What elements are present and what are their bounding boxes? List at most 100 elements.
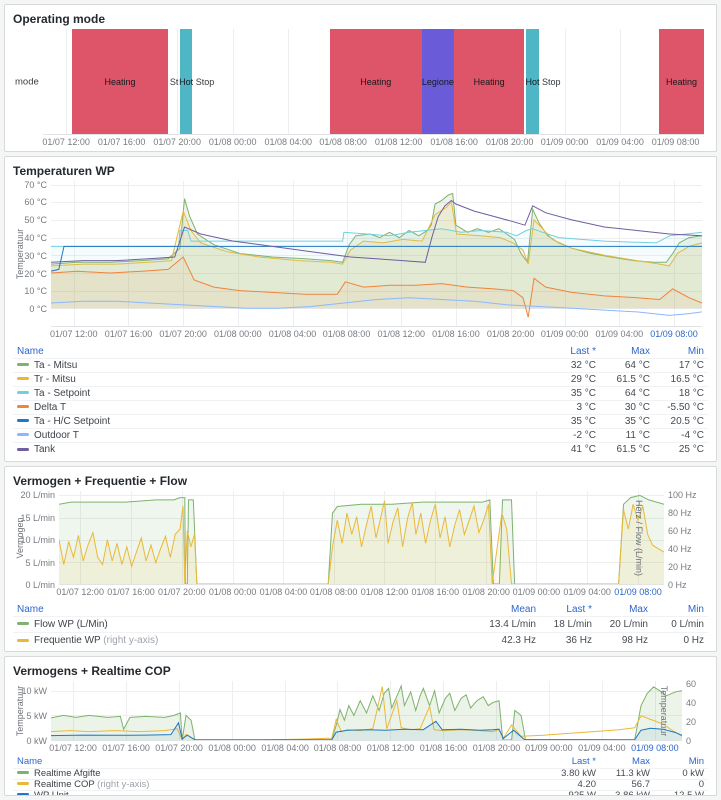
series-name-suffix: (right y-axis) (100, 634, 159, 646)
legend-row[interactable]: WP Unit 925 W 3.86 kW 12.5 W (13, 790, 708, 796)
y-tick-label: 70 °C (24, 179, 47, 190)
chart-canvas[interactable] (51, 681, 682, 740)
grid-line-horizontal (59, 539, 664, 541)
series-color-marker (17, 793, 29, 795)
x-tick-label: 01/09 08:00 (631, 743, 679, 753)
y-axis-right: Temperatuur 0 20 40 60 (659, 679, 708, 746)
timeline-state-hot[interactable]: Hot (525, 29, 540, 134)
legend-row[interactable]: Tank 41 °C 61.5 °C 25 °C (13, 442, 708, 456)
legend-sort-max[interactable]: Max (631, 345, 650, 357)
legend-row[interactable]: Ta - H/C Setpoint 35 °C 35 °C 20.5 °C (13, 414, 708, 428)
x-tick-label: 01/08 04:00 (264, 137, 312, 147)
legend-sort-name[interactable]: Name (17, 345, 44, 357)
legend-value: 30 °C (624, 401, 650, 413)
legend-series-name-cell: Ta - Setpoint (13, 386, 546, 400)
legend-sort-last[interactable]: Last * (571, 756, 596, 768)
legend-row[interactable]: Ta - Setpoint 35 °C 64 °C 18 °C (13, 386, 708, 400)
legend-sort-min[interactable]: Min (687, 603, 704, 615)
y-axis-left: Temperatuur 0 °C 10 °C 20 °C 30 °C 40 °C 50 °C… (13, 179, 51, 327)
x-tick-label: 01/09 08:00 (651, 137, 700, 147)
legend-row[interactable]: Tr - Mitsu 29 °C 61.5 °C 16.5 °C (13, 372, 708, 386)
series-name: WP Unit (34, 790, 69, 796)
panel-title[interactable]: Vermogens + Realtime COP (13, 664, 171, 678)
panel-title[interactable]: Temperaturen WP (13, 164, 115, 178)
grid-line-vertical (288, 29, 290, 134)
x-tick-label: 01/08 16:00 (430, 137, 478, 147)
legend-value: -5.50 °C (667, 401, 704, 413)
timeline-row-label: mode (15, 76, 39, 88)
legend-row[interactable]: Frequentie WP (right y-axis) 42.3 Hz 36 Hz… (13, 632, 708, 648)
series-fill (51, 685, 682, 740)
legend-value: 4.20 (577, 779, 597, 790)
y-tick-label: 80 Hz (668, 508, 692, 519)
chart-plot[interactable] (51, 181, 702, 327)
timeline-state-heating[interactable]: Heating (454, 29, 525, 134)
panel-title[interactable]: Vermogen + Frequentie + Flow (13, 474, 188, 488)
y-tick-label: 10 kW (21, 685, 47, 696)
state-label: Heating (473, 76, 505, 87)
grid-line-vertical (390, 681, 392, 740)
chart-plot[interactable] (51, 681, 682, 741)
x-tick-label: 01/07 16:00 (107, 587, 155, 597)
grid-line-vertical (283, 491, 285, 584)
state-label: Legione (421, 76, 454, 87)
legend-sort-mean[interactable]: Mean (510, 603, 536, 615)
grid-line-horizontal (51, 715, 682, 717)
series-name: Realtime Afgifte (34, 768, 101, 779)
legend-sort-name[interactable]: Name (17, 756, 43, 768)
legend-value: 61.5 °C (616, 443, 650, 455)
legend-sort-last[interactable]: Last * (570, 345, 596, 357)
legend-value: 18 °C (678, 387, 704, 399)
state-label: Hot (179, 76, 194, 87)
state-label: Hot (525, 76, 540, 87)
x-tick-label: 01/09 04:00 (578, 743, 626, 753)
x-tick-label: 01/07 16:00 (97, 137, 146, 147)
series-name: Ta - H/C Setpoint (34, 415, 111, 427)
x-axis: 01/07 12:00 01/07 16:00 01/07 20:00 01/08 0… (42, 135, 704, 151)
legend-value: 3 °C (576, 401, 596, 413)
legend-sort-max[interactable]: Max (632, 756, 650, 768)
legend-row[interactable]: Ta - Mitsu 32 °C 64 °C 17 °C (13, 358, 708, 372)
legend-row[interactable]: Outdoor T -2 °C 11 °C -4 °C (13, 428, 708, 442)
x-tick-label: 01/07 16:00 (102, 743, 150, 753)
legend-row[interactable]: Flow WP (L/Min) 13.4 L/min 18 L/min 20 L/mi… (13, 616, 708, 632)
timeline-state-heating[interactable]: Heating (72, 29, 168, 134)
legend-value: 35 °C (570, 387, 596, 399)
x-tick-label: 01/08 12:00 (377, 329, 426, 339)
y-tick-label: 100 Hz (668, 490, 697, 501)
x-tick-label: 01/08 00:00 (208, 587, 257, 597)
timeline-state-hot[interactable]: Hot (179, 29, 194, 134)
timeline-state-heating[interactable]: Heating (659, 29, 704, 134)
series-fill (51, 721, 682, 740)
legend-sort-min[interactable]: Min (688, 756, 704, 768)
legend-row[interactable]: Delta T 3 °C 30 °C -5.50 °C (13, 400, 708, 414)
legend-row[interactable]: Realtime Afgifte 3.80 kW 11.3 kW 0 kW (13, 768, 708, 779)
timeline-state-legione[interactable]: Legione (421, 29, 455, 134)
grid-line-horizontal (51, 308, 702, 310)
y-tick-label: 5 kW (26, 711, 47, 721)
grid-line-vertical (130, 491, 132, 584)
legend-sort-last[interactable]: Last * (566, 603, 592, 615)
legend-sort-max[interactable]: Max (629, 603, 648, 615)
series-color-marker (17, 622, 29, 626)
x-tick-label: 01/09 04:00 (595, 329, 644, 339)
panel-vermogen-frequentie-flow: Vermogen + Frequentie + Flow Vermogen 0 L… (4, 466, 717, 652)
panel-title[interactable]: Operating mode (13, 12, 106, 26)
chart-canvas[interactable] (59, 491, 664, 584)
x-tick-label: 01/09 00:00 (540, 137, 589, 147)
chart-canvas[interactable] (51, 181, 702, 326)
legend-sort-name[interactable]: Name (17, 603, 44, 615)
grid-line-horizontal (51, 237, 702, 239)
legend-row[interactable]: Realtime COP (right y-axis) 4.20 56.7 0 (13, 779, 708, 790)
legend-sort-min[interactable]: Min (687, 345, 704, 357)
grid-line-vertical (232, 681, 234, 740)
timeline-plot[interactable]: Heating St Hot Stop Heating Legione Heating Hot… (43, 29, 704, 135)
x-axis: 01/07 12:00 01/07 16:00 01/07 20:00 01/08 0… (50, 327, 702, 343)
series-name: Realtime COP (34, 779, 95, 790)
timeline-state-heating[interactable]: Heating (329, 29, 422, 134)
x-tick-label: 01/07 20:00 (158, 587, 206, 597)
y-tick-label: 15 L/min (20, 512, 55, 523)
chart-plot[interactable] (59, 491, 664, 585)
x-tick-label: 01/07 16:00 (104, 329, 153, 339)
y-tick-label: 40 (686, 697, 697, 708)
